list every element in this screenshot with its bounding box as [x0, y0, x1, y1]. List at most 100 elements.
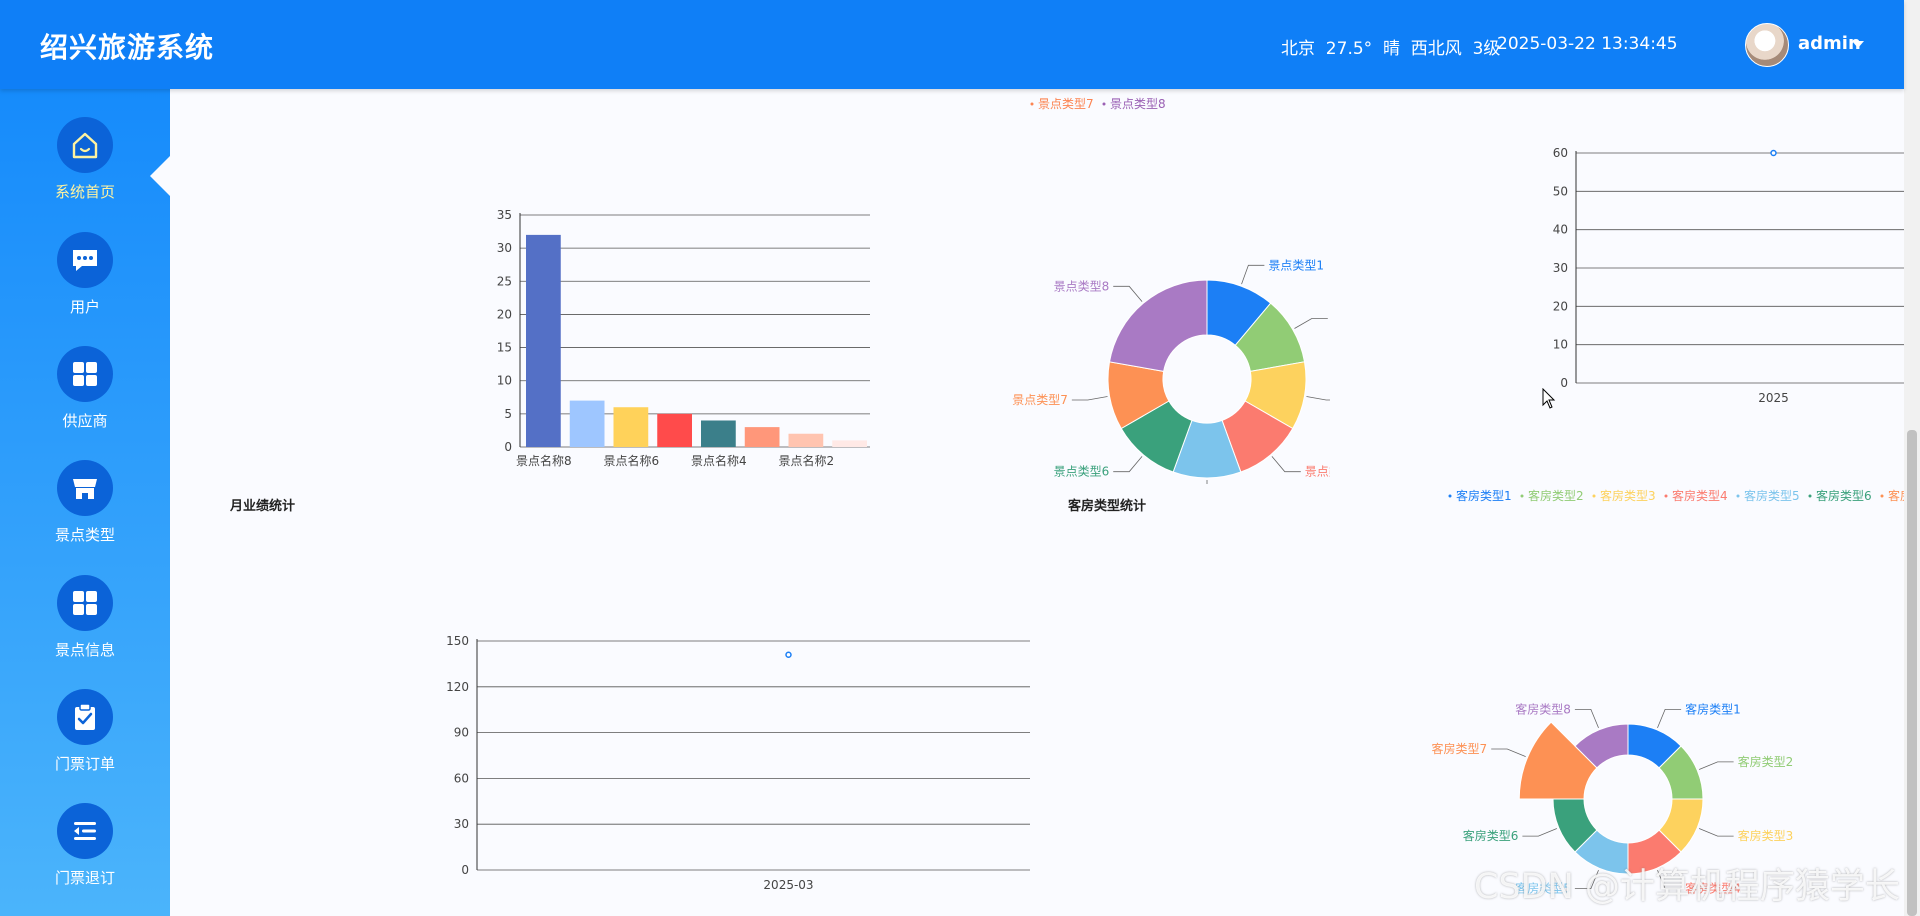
bar [744, 427, 780, 447]
y-tick-label: 60 [454, 771, 469, 785]
pie-label: 客房类型2 [1738, 754, 1794, 769]
list-back-icon [74, 822, 96, 840]
x-tick-label: 景点名称2 [779, 453, 835, 468]
legend-label: 客房类型5 [1744, 488, 1800, 503]
room-type-pie-chart: 客房类型1 客房类型2 客房类型3 客房类型4 客房类型5 客房类型6 客房类型7 客房类型8… [1432, 488, 1920, 896]
pie-label: 客房类型1 [1685, 701, 1741, 716]
sidebar-item-home[interactable]: 系统首页 [0, 117, 170, 217]
legend-marker [1664, 494, 1668, 498]
y-tick-label: 15 [497, 341, 512, 355]
room-type-chart-title: 客房类型统计 [1068, 499, 1147, 514]
y-tick-label: 20 [1553, 299, 1568, 313]
y-tick-label: 50 [1553, 184, 1568, 198]
attraction-type-pie-chart: 景点类型7景点类型8景点类型1景点类型2景点类型3景点类型4景点类型5景点类型6… [1012, 97, 1330, 484]
pie-label: 景点类型4 [1305, 465, 1330, 479]
username-menu[interactable]: admin [1798, 33, 1861, 54]
sidebar-item-label: 用户 [69, 298, 100, 316]
label-line [1271, 456, 1301, 473]
legend-marker [1448, 494, 1452, 498]
yearly-line-chart: 0 10 20 30 40 50 60 2025 [1553, 146, 1920, 405]
grid-icon [73, 591, 97, 615]
weather-info: 北京 27.5° 晴 西北风 3级 [1281, 39, 1501, 59]
bar [788, 433, 824, 447]
dashboard-content: 0 5 10 15 20 25 30 35 景点名称8 景点名称6 景点名称4 景点名称2 景点类型7… [170, 89, 1920, 916]
pie-label: 客房类型4 [1685, 881, 1741, 896]
sidebar-item-attraction-types[interactable]: 景点类型 [0, 460, 170, 560]
legend-label: 景点类型8 [1110, 97, 1166, 111]
legend-marker [1102, 102, 1106, 106]
label-line [1698, 828, 1734, 837]
bar [526, 234, 561, 447]
caret-down-icon[interactable] [1852, 41, 1864, 48]
bar [832, 440, 867, 447]
bar [613, 407, 649, 447]
sidebar-item-ticket-refunds[interactable]: 门票退订 [0, 803, 170, 903]
y-tick-label: 40 [1553, 223, 1568, 237]
y-tick-label: 0 [461, 863, 469, 877]
bar [569, 400, 605, 447]
sidebar-item-label: 门票退订 [54, 869, 115, 887]
top-header: 绍兴旅游系统 北京 27.5° 晴 西北风 3级 2025-03-22 13:3… [0, 0, 1904, 89]
y-tick-label: 35 [497, 208, 512, 222]
sidebar-item-users[interactable]: 用户 [0, 232, 170, 332]
y-tick-label: 60 [1553, 146, 1568, 160]
label-line [1206, 480, 1208, 484]
label-line [1657, 869, 1682, 890]
label-line [1306, 396, 1330, 401]
pie-label: 客房类型3 [1738, 828, 1794, 843]
sidebar-item-suppliers[interactable]: 供应商 [0, 346, 170, 446]
sidebar-item-ticket-orders[interactable]: 门票订单 [0, 689, 170, 789]
x-tick-label: 景点名称4 [691, 453, 747, 468]
data-point [1770, 149, 1777, 157]
y-tick-label: 30 [497, 241, 512, 255]
scrollbar[interactable] [1904, 0, 1920, 916]
label-line [1574, 869, 1599, 890]
sidebar-item-label: 系统首页 [54, 183, 115, 201]
data-point [785, 651, 792, 658]
y-tick-label: 150 [446, 634, 469, 648]
legend-marker [1030, 102, 1034, 106]
y-tick-label: 5 [504, 407, 512, 421]
scrollbar-thumb[interactable] [1907, 430, 1917, 916]
y-tick-label: 25 [497, 274, 512, 288]
legend-marker [1736, 494, 1740, 498]
active-indicator [150, 156, 170, 196]
x-tick-label: 2025-03 [763, 878, 813, 892]
grid-icon [73, 362, 97, 386]
avatar[interactable] [1745, 23, 1789, 67]
legend-label: 客房类型2 [1528, 488, 1584, 503]
y-tick-label: 30 [454, 817, 469, 831]
legend-label: 客房类型4 [1672, 488, 1728, 503]
sidebar-item-label: 门票订单 [54, 755, 115, 773]
y-tick-label: 90 [454, 726, 469, 740]
sidebar-item-label: 景点信息 [54, 641, 115, 659]
label-line [1522, 828, 1558, 837]
monthly-chart-title: 月业绩统计 [230, 499, 296, 514]
pie-label: 客房类型6 [1463, 828, 1519, 843]
label-line [1113, 456, 1143, 473]
label-line [1698, 761, 1734, 770]
sidebar-item-attraction-info[interactable]: 景点信息 [0, 575, 170, 675]
x-tick-label: 2025 [1758, 391, 1789, 405]
pie-slice [1108, 279, 1208, 372]
y-tick-label: 0 [1560, 376, 1568, 390]
store-icon [73, 479, 97, 499]
label-line [1491, 748, 1526, 757]
label-line [1657, 708, 1682, 729]
pie-slice [1518, 721, 1598, 800]
label-line [1071, 396, 1108, 401]
y-tick-label: 120 [446, 680, 469, 694]
y-tick-label: 10 [497, 374, 512, 388]
clipboard-check-icon [75, 703, 95, 730]
y-tick-label: 10 [1553, 338, 1568, 352]
pie-label: 景点类型7 [1012, 393, 1068, 407]
x-tick-label: 景点名称6 [604, 453, 660, 468]
label-line [1113, 285, 1143, 302]
chat-icon [73, 250, 97, 271]
legend-marker [1880, 494, 1884, 498]
pie-label: 景点类型1 [1268, 258, 1324, 272]
pie-slice [1574, 723, 1629, 769]
sidebar: 系统首页 用户 供应商 景点类型 景点信息 门票订单 门票退订 [0, 89, 170, 916]
legend-marker [1520, 494, 1524, 498]
bar [701, 420, 736, 447]
